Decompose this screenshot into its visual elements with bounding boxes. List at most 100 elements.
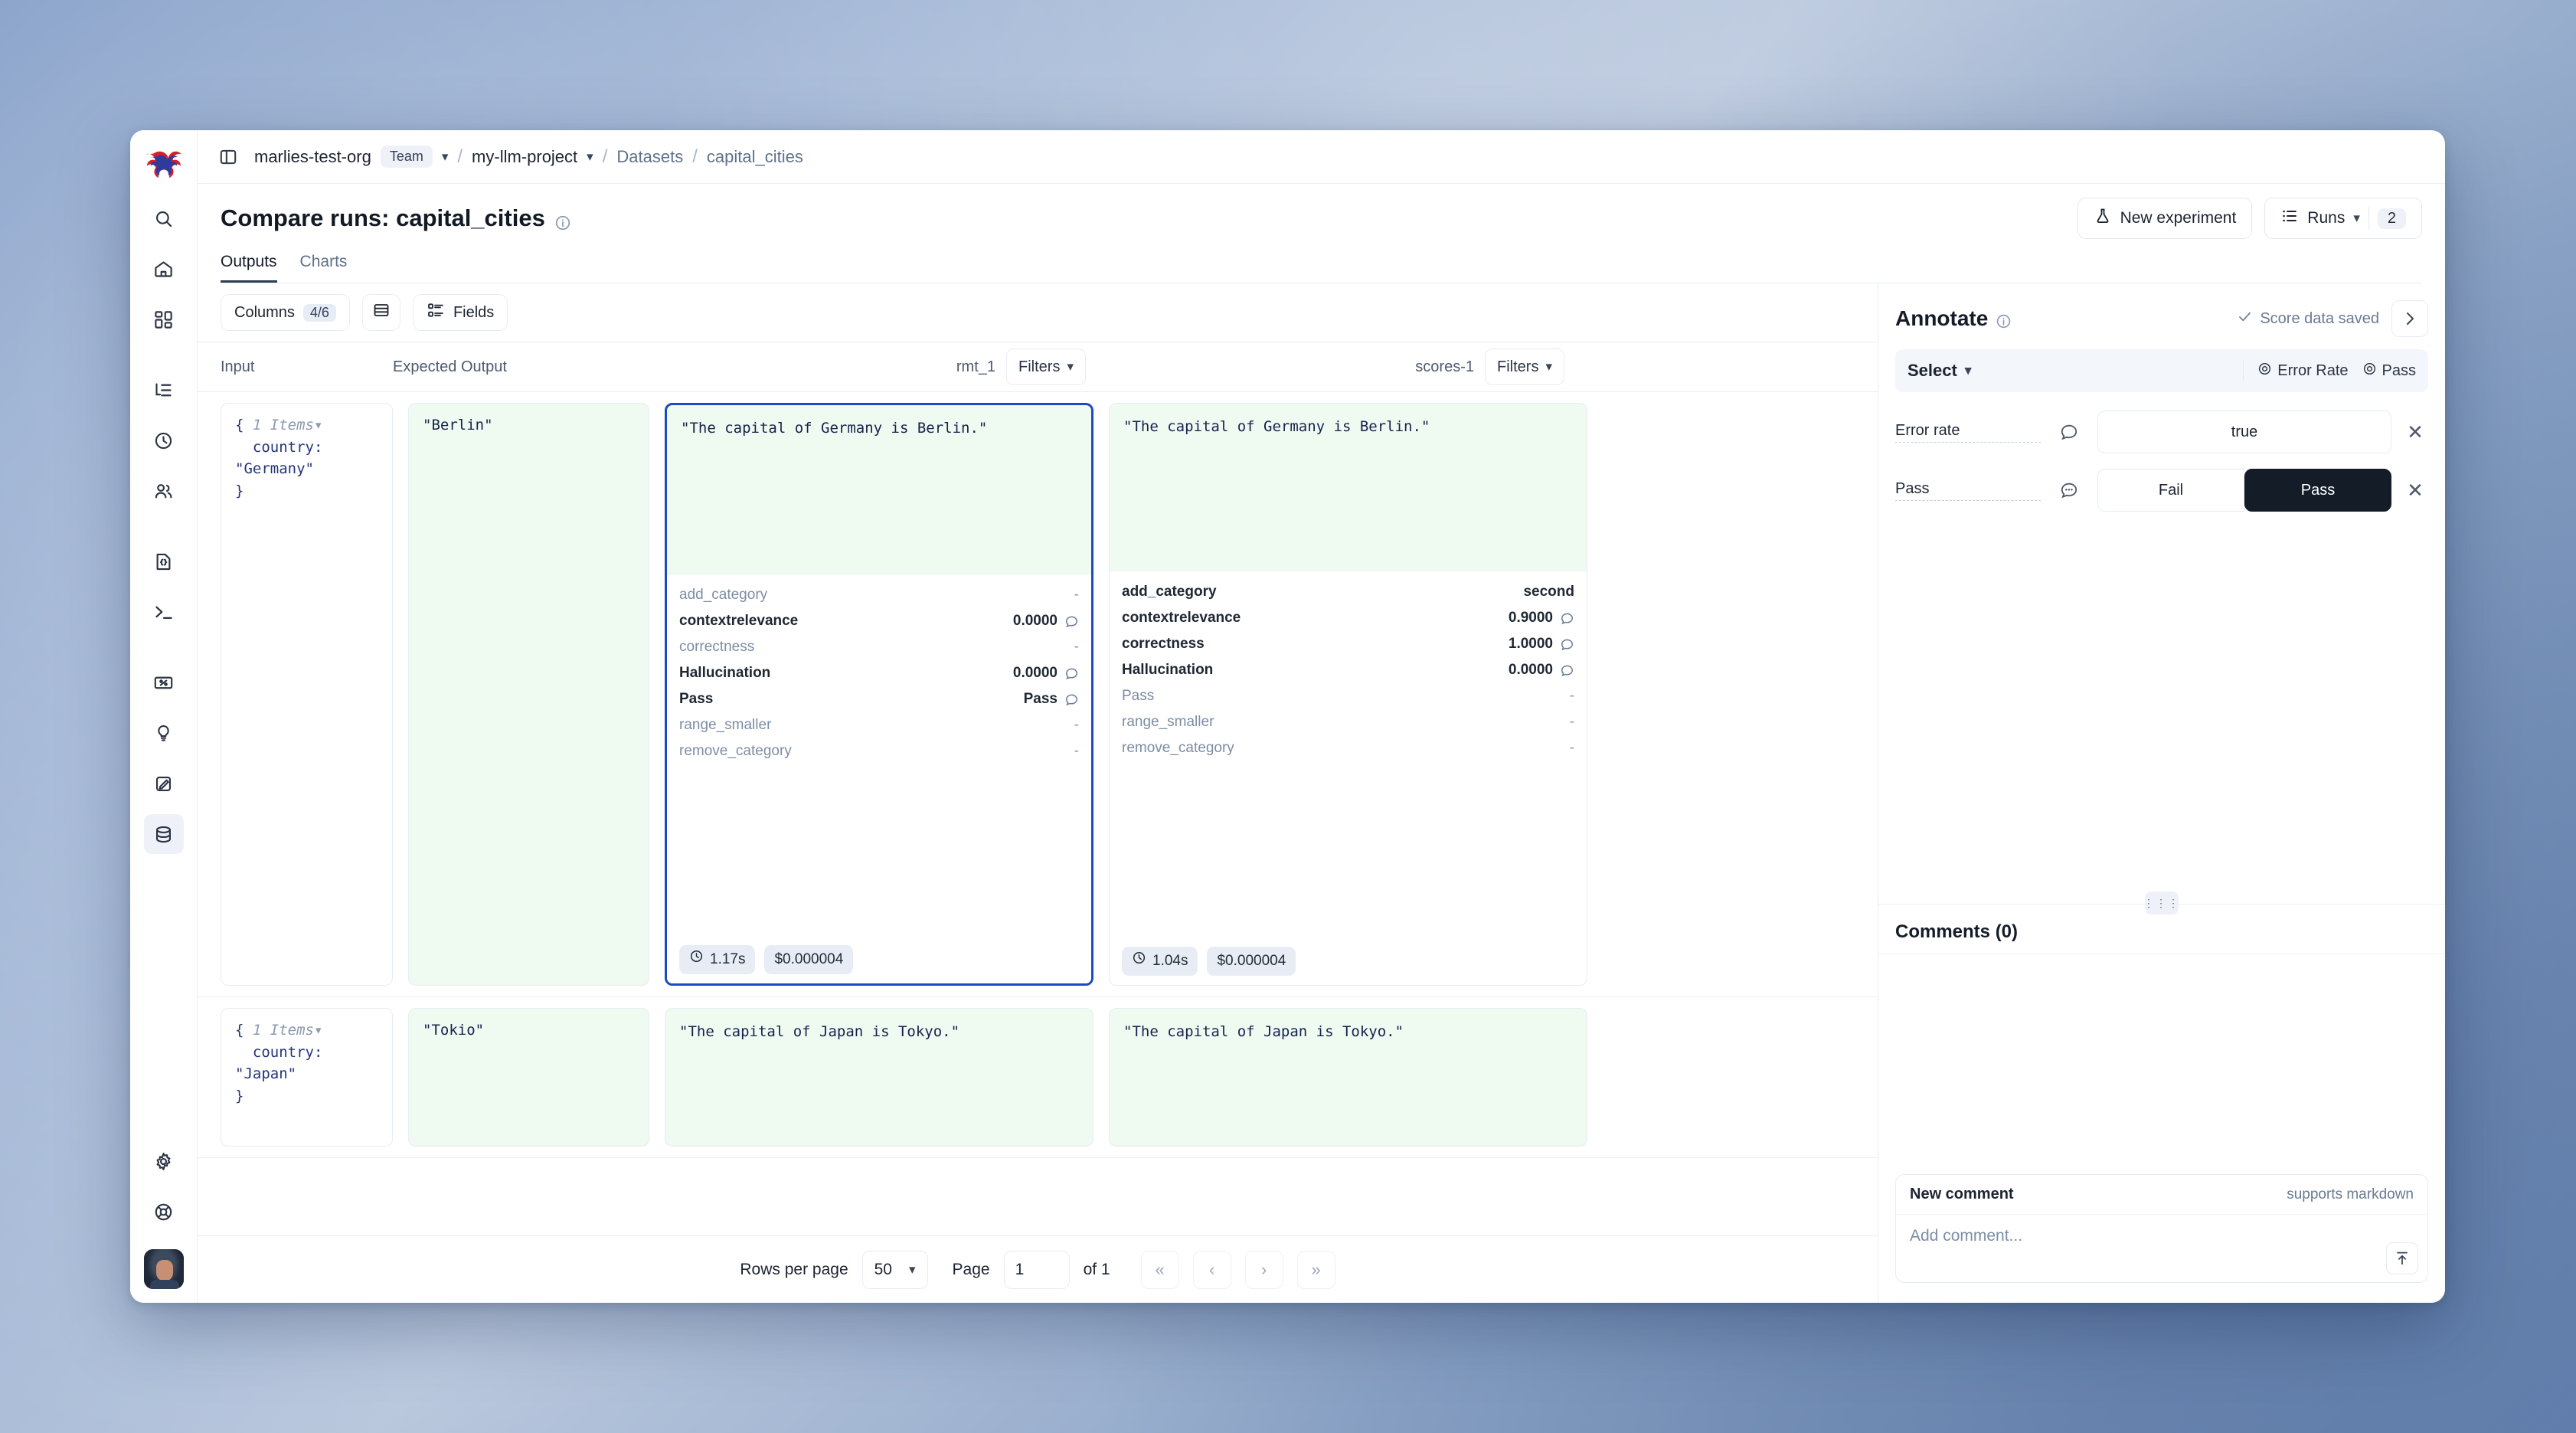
clock-icon[interactable] <box>144 420 184 460</box>
prev-page-button[interactable]: ‹ <box>1192 1250 1231 1289</box>
send-comment-icon[interactable] <box>2386 1242 2418 1274</box>
chevron-down-icon: ▾ <box>1067 359 1074 374</box>
tab-outputs[interactable]: Outputs <box>221 253 277 283</box>
pagination-bar: Rows per page 50 ▾ Page 1 of 1 « ‹ › » <box>198 1235 1878 1303</box>
pass-option-fail[interactable]: Fail <box>2097 469 2244 512</box>
columns-button[interactable]: Columns 4/6 <box>221 294 350 331</box>
expand-chevron-icon[interactable]: ▾ <box>313 417 323 433</box>
user-avatar[interactable] <box>143 1249 184 1289</box>
cell-scores-output[interactable]: "The capital of Japan is Tokyo." <box>1109 1008 1587 1147</box>
pass-option-pass[interactable]: Pass <box>2244 469 2391 512</box>
score-name: remove_category <box>1122 739 1234 756</box>
cell-expected-output[interactable]: "Tokio" <box>408 1008 649 1147</box>
comment-bubble-icon[interactable] <box>1064 614 1079 629</box>
score-name: contextrelevance <box>1122 609 1241 626</box>
collapse-panel-button[interactable] <box>2391 300 2428 337</box>
cost-chip: $0.000004 <box>1207 947 1296 976</box>
prompt-file-icon[interactable] <box>144 541 184 581</box>
dashboard-icon[interactable] <box>144 299 184 339</box>
annotate-tag-error-rate[interactable]: Error Rate <box>2257 362 2349 381</box>
org-chevron-down-icon[interactable]: ▾ <box>441 149 449 164</box>
comment-input[interactable]: Add comment... <box>1896 1215 2427 1282</box>
users-icon[interactable] <box>144 471 184 511</box>
sidebar-toggle-icon[interactable] <box>213 142 244 172</box>
breadcrumb-datasets[interactable]: Datasets <box>616 146 684 166</box>
search-icon[interactable] <box>144 198 184 238</box>
row-height-button[interactable] <box>361 294 400 331</box>
clock-icon <box>1132 950 1146 973</box>
clear-error-rate-icon[interactable]: ✕ <box>2407 420 2424 443</box>
score-value: - <box>1569 713 1574 730</box>
breadcrumb-org[interactable]: marlies-test-org <box>254 146 371 166</box>
cell-input[interactable]: { 1 Items▾ country: "Japan" } <box>221 1008 393 1147</box>
rows-per-page-label: Rows per page <box>740 1260 848 1278</box>
cell-rmt-output[interactable]: "The capital of Japan is Tokyo." <box>665 1008 1093 1147</box>
flask-icon <box>2094 207 2112 230</box>
column-header-rmt-label[interactable]: rmt_1 <box>956 358 995 375</box>
fields-button[interactable]: Fields <box>412 294 508 331</box>
evaluation-percent-icon[interactable] <box>144 663 184 702</box>
cell-expected-output[interactable]: "Berlin" <box>408 403 649 986</box>
comment-bubble-icon[interactable] <box>1560 611 1574 626</box>
input-key-value: country: "Germany" <box>235 438 323 478</box>
next-page-button[interactable]: › <box>1244 1250 1283 1289</box>
drag-handle-icon[interactable]: ⋮⋮⋮ <box>2143 892 2179 914</box>
rmt-filters-button[interactable]: Filters ▾ <box>1006 348 1086 385</box>
cell-scores-output[interactable]: "The capital of Germany is Berlin." add_… <box>1109 403 1587 986</box>
annotate-error-rate-value[interactable]: true <box>2097 411 2391 453</box>
traces-tree-icon[interactable] <box>144 370 184 410</box>
page-input[interactable]: 1 <box>1003 1250 1070 1289</box>
score-value: - <box>1074 586 1079 603</box>
column-header-expected-output[interactable]: Expected Output <box>393 358 507 375</box>
annotate-tag-pass[interactable]: Pass <box>2362 362 2416 381</box>
project-chevron-down-icon[interactable]: ▾ <box>587 149 593 164</box>
home-icon[interactable] <box>144 249 184 289</box>
comment-bubble-icon[interactable] <box>1064 666 1079 681</box>
comment-bubble-icon[interactable] <box>2051 422 2087 442</box>
comment-bubble-icon[interactable] <box>1560 637 1574 652</box>
rmt-output-text: "The capital of Germany is Berlin." <box>681 420 988 437</box>
comment-bubble-icon[interactable] <box>2051 480 2087 500</box>
comments-title: Comments (0) <box>1878 905 2445 954</box>
comment-bubble-icon[interactable] <box>1560 663 1574 678</box>
new-comment-header: New comment supports markdown <box>1896 1175 2427 1215</box>
breadcrumb-dataset[interactable]: capital_cities <box>706 146 803 166</box>
cell-rmt-output[interactable]: "The capital of Germany is Berlin." add_… <box>665 403 1093 986</box>
annotate-select-label: Select <box>1907 361 1957 380</box>
scores-filters-button[interactable]: Filters ▾ <box>1485 348 1564 385</box>
help-lifebuoy-icon[interactable] <box>144 1192 184 1232</box>
left-rail <box>130 130 198 1303</box>
results-grid: Columns 4/6 Fields <box>198 283 1878 1303</box>
first-page-button[interactable]: « <box>1140 1250 1179 1289</box>
annotate-field-label[interactable]: Error rate <box>1895 422 2041 443</box>
cell-input[interactable]: { 1 Items▾ country: "Germany" } <box>221 403 393 986</box>
comment-bubble-icon[interactable] <box>1064 692 1079 707</box>
settings-gear-icon[interactable] <box>144 1141 184 1181</box>
clear-pass-icon[interactable]: ✕ <box>2407 478 2424 502</box>
tab-charts[interactable]: Charts <box>299 253 348 270</box>
info-icon[interactable] <box>1996 310 2012 329</box>
columns-label: Columns <box>234 303 295 321</box>
annotate-select-dropdown[interactable]: Select ▾ <box>1907 361 1971 381</box>
app-logo-icon[interactable] <box>141 139 187 185</box>
column-header-scores-label[interactable]: scores-1 <box>1415 358 1474 375</box>
scores-filters-label: Filters <box>1497 358 1539 375</box>
terminal-icon[interactable] <box>144 592 184 632</box>
column-header-input[interactable]: Input <box>221 358 255 375</box>
runs-button[interactable]: Runs ▾ 2 <box>2264 198 2422 239</box>
lightbulb-icon[interactable] <box>144 713 184 753</box>
info-icon[interactable] <box>554 210 571 231</box>
datasets-database-icon[interactable] <box>143 814 184 854</box>
rows-per-page-select[interactable]: 50 ▾ <box>861 1250 928 1289</box>
annotate-title: Annotate <box>1895 306 2012 331</box>
breadcrumb-project[interactable]: my-llm-project <box>472 146 578 166</box>
last-page-button[interactable]: » <box>1296 1250 1335 1289</box>
table-header-row: Input Expected Output rmt_1 Filters ▾ sc… <box>198 342 1878 392</box>
expand-chevron-icon[interactable]: ▾ <box>313 1022 323 1039</box>
annotate-field-label[interactable]: Pass <box>1895 480 2041 501</box>
rmt-scores-list: add_category - contextrelevance 0.0000 cor… <box>667 574 1091 937</box>
new-experiment-button[interactable]: New experiment <box>2077 198 2253 239</box>
runs-chevron-down-icon[interactable]: ▾ <box>2353 211 2360 225</box>
breadcrumb-separator: / <box>457 146 463 167</box>
annotation-clipboard-icon[interactable] <box>144 764 184 803</box>
